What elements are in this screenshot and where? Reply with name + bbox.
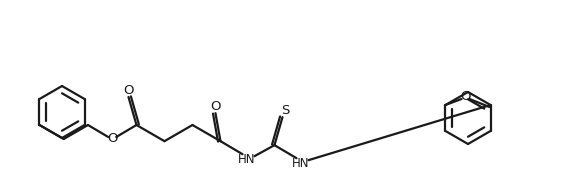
Text: O: O xyxy=(107,132,118,146)
Text: O: O xyxy=(210,100,221,113)
Text: O: O xyxy=(123,84,134,96)
Text: HN: HN xyxy=(238,153,255,166)
Text: S: S xyxy=(281,104,290,117)
Text: O: O xyxy=(460,91,471,103)
Text: HN: HN xyxy=(291,157,309,170)
